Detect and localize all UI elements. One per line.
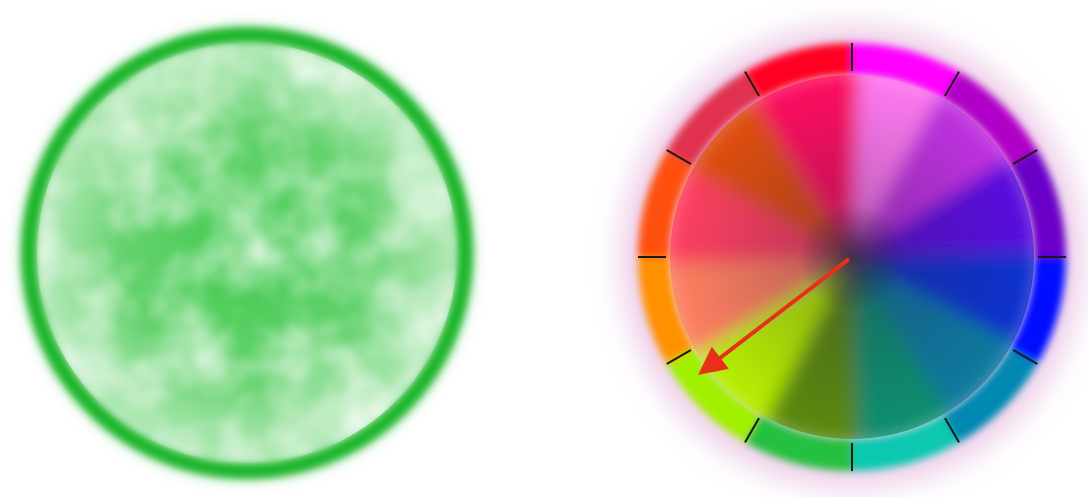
ring-segment [943, 71, 1038, 166]
ring-segment [1009, 257, 1066, 364]
divider-tick [744, 71, 760, 97]
ring-segment [745, 43, 852, 100]
ring-segment [745, 414, 852, 471]
arrow-icon [698, 257, 851, 375]
divider-tick [666, 149, 692, 165]
ring-segment [638, 150, 695, 257]
divider-tick [1012, 349, 1038, 365]
wheel-dividers [638, 43, 1066, 471]
divider-tick [944, 71, 960, 97]
ring-segment [666, 348, 761, 443]
ring-segment [852, 43, 959, 100]
wheel-outer-ring [638, 43, 1066, 471]
ring-segment [638, 257, 695, 364]
divider-tick [944, 417, 960, 443]
color-wheel [620, 25, 1084, 489]
wheel-center-shade [670, 75, 1034, 439]
ring-segment [852, 414, 959, 471]
ring-segment [1009, 150, 1066, 257]
ring-segment [943, 348, 1038, 443]
divider-tick [666, 349, 692, 365]
divider-tick [744, 417, 760, 443]
green-circle [21, 27, 473, 479]
divider-tick [1012, 149, 1038, 165]
ring-segment [666, 71, 761, 166]
